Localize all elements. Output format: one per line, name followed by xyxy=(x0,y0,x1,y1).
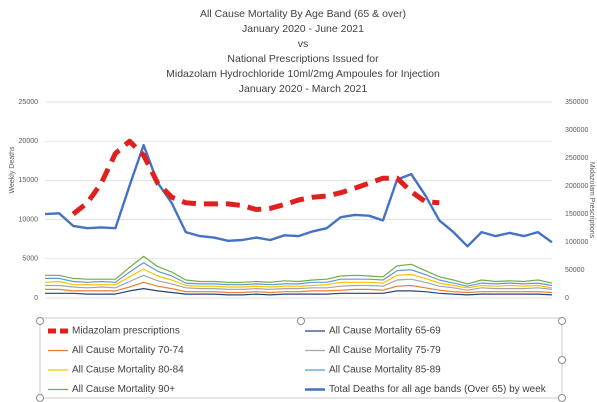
chart-title: All Cause Mortality By Age Band (65 & ov… xyxy=(200,8,406,20)
handle xyxy=(36,317,44,325)
handle xyxy=(558,394,566,402)
series-line xyxy=(44,143,553,248)
y-tick-label: 20000 xyxy=(19,138,39,145)
y2-tick-label: 50000 xyxy=(565,267,585,274)
y-tick-label: 25000 xyxy=(19,99,39,106)
y2-tick-label: 150000 xyxy=(565,211,588,218)
chart-title: Midazolam Hydrochloride 10ml/2mg Ampoule… xyxy=(166,68,440,80)
legend-label: All Cause Mortality 90+ xyxy=(72,384,175,395)
chart-title: January 2020 - June 2021 xyxy=(242,23,364,35)
legend-label: All Cause Mortality 70-74 xyxy=(72,345,184,356)
y-tick-label: 5000 xyxy=(22,256,38,263)
y2-tick-label: 200000 xyxy=(565,183,588,190)
chart-title: National Prescriptions Issued for xyxy=(227,53,379,65)
legend-label: Midazolam prescriptions xyxy=(72,326,180,337)
selection-handles xyxy=(36,317,566,402)
handle xyxy=(558,356,566,364)
legend-label: Total Deaths for all age bands (Over 65)… xyxy=(329,384,547,395)
handle xyxy=(558,317,566,325)
y2-tick-label: 250000 xyxy=(565,155,588,162)
series-line xyxy=(45,281,553,294)
legend-label: All Cause Mortality 65-69 xyxy=(329,326,441,337)
y-tick-label: 0 xyxy=(34,295,38,302)
y2-axis-title: Midazolam Prescriptions xyxy=(588,162,595,239)
y2-tick-label: 300000 xyxy=(565,127,588,134)
legend-label: All Cause Mortality 80-84 xyxy=(72,365,184,376)
series-line xyxy=(45,262,553,287)
y2-tick-label: 100000 xyxy=(565,239,588,246)
legend-label: All Cause Mortality 75-79 xyxy=(329,345,441,356)
title-block: All Cause Mortality By Age Band (65 & ov… xyxy=(166,8,440,95)
series-line xyxy=(45,255,553,285)
series-line xyxy=(45,288,553,296)
series-line xyxy=(71,138,440,216)
y2-tick-label: 350000 xyxy=(565,99,588,106)
chart-title: January 2020 - March 2021 xyxy=(239,83,368,95)
y2-tick-label: 0 xyxy=(565,295,569,302)
legend-label: All Cause Mortality 85-89 xyxy=(329,365,441,376)
y-tick-label: 15000 xyxy=(19,177,39,184)
y-axis-title: Weekly Deaths xyxy=(9,146,16,193)
chart-title: vs xyxy=(298,38,309,50)
handle xyxy=(297,317,305,325)
series-line xyxy=(45,274,553,291)
series-line xyxy=(44,268,553,289)
y-tick-label: 10000 xyxy=(19,216,39,223)
handle xyxy=(36,394,44,402)
